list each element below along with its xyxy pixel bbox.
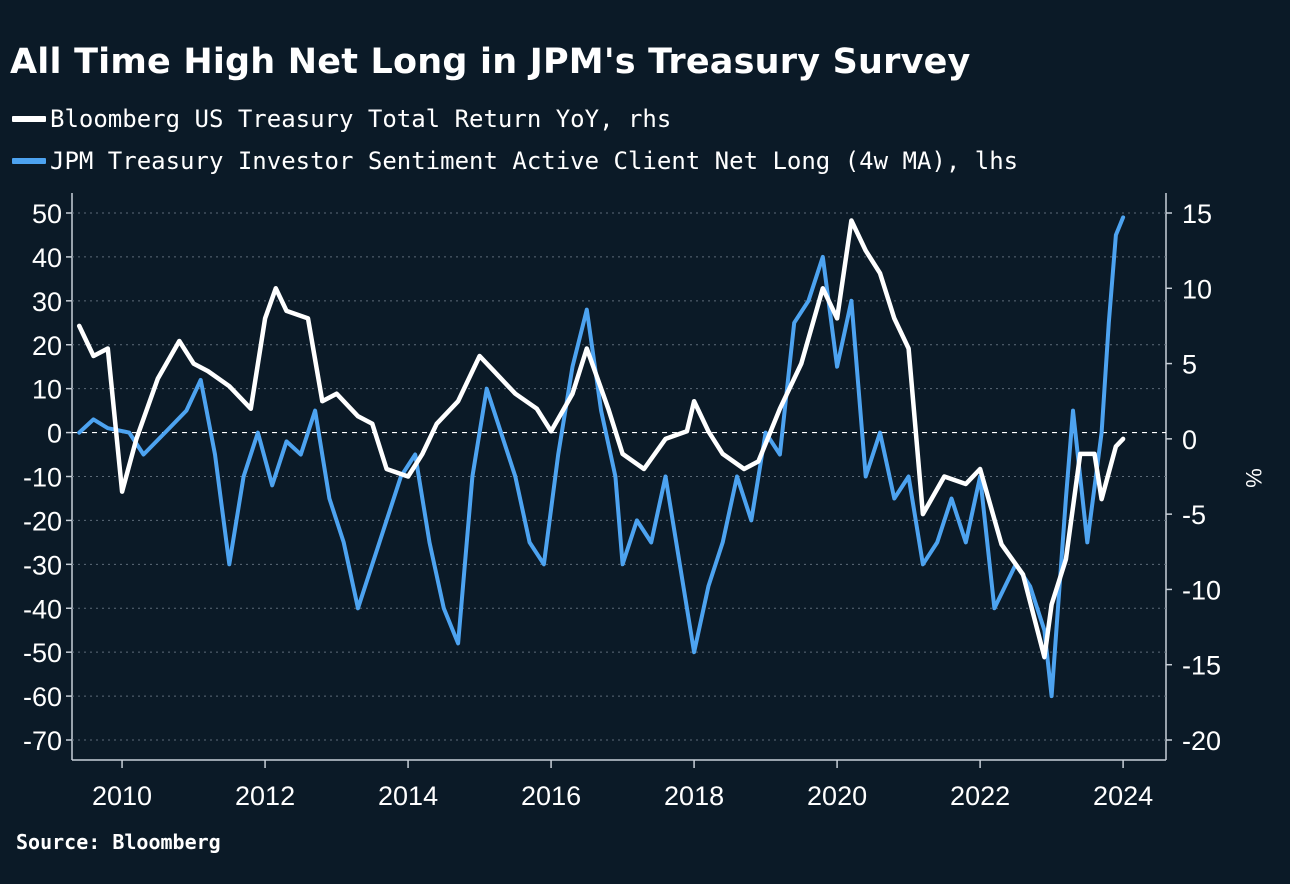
legend-swatch-blue	[12, 158, 46, 164]
x-tick-label: 2014	[378, 781, 438, 811]
right-tick-label: 5	[1182, 350, 1197, 380]
x-tick-label: 2018	[664, 781, 724, 811]
right-tick-label: 10	[1182, 274, 1212, 304]
legend-label-jpm-sentiment: JPM Treasury Investor Sentiment Active C…	[50, 147, 1019, 175]
left-tick-label: -30	[23, 550, 62, 580]
series-line-treasury-return	[76, 218, 1126, 660]
legend-item-jpm-sentiment: JPM Treasury Investor Sentiment Active C…	[12, 140, 1018, 182]
source-note: Source: Bloomberg	[16, 830, 221, 854]
legend-swatch-white	[12, 116, 46, 122]
left-tick-label: 30	[32, 287, 62, 317]
right-tick-label: -15	[1182, 651, 1221, 681]
x-tick-label: 2012	[235, 781, 295, 811]
x-tick-label: 2022	[950, 781, 1010, 811]
legend-label-treasury-return: Bloomberg US Treasury Total Return YoY, …	[50, 105, 672, 133]
x-tick-label: 2020	[807, 781, 867, 811]
left-tick-label: 50	[32, 199, 62, 229]
left-tick-label: -20	[23, 506, 62, 536]
right-tick-label: -10	[1182, 575, 1221, 605]
left-tick-label: -10	[23, 463, 62, 493]
right-tick-label: 0	[1182, 425, 1197, 455]
x-tick-label: 2010	[92, 781, 152, 811]
right-tick-label: -20	[1182, 726, 1221, 756]
x-tick-label: 2016	[521, 781, 581, 811]
chart-legend: Bloomberg US Treasury Total Return YoY, …	[12, 98, 1018, 182]
left-tick-label: 0	[47, 419, 62, 449]
chart-title: All Time High Net Long in JPM's Treasury…	[10, 42, 971, 82]
left-tick-label: 10	[32, 375, 62, 405]
right-axis-unit-label: %	[1241, 468, 1266, 488]
left-tick-label: -50	[23, 638, 62, 668]
right-tick-label: -5	[1182, 500, 1206, 530]
series-line-jpm-sentiment	[77, 215, 1126, 699]
left-tick-label: -60	[23, 682, 62, 712]
x-tick-label: 2024	[1093, 781, 1153, 811]
legend-item-treasury-return: Bloomberg US Treasury Total Return YoY, …	[12, 98, 1018, 140]
left-tick-label: 40	[32, 243, 62, 273]
left-tick-label: -70	[23, 726, 62, 756]
left-tick-label: -40	[23, 594, 62, 624]
left-tick-label: 20	[32, 331, 62, 361]
right-tick-label: 15	[1182, 199, 1212, 229]
